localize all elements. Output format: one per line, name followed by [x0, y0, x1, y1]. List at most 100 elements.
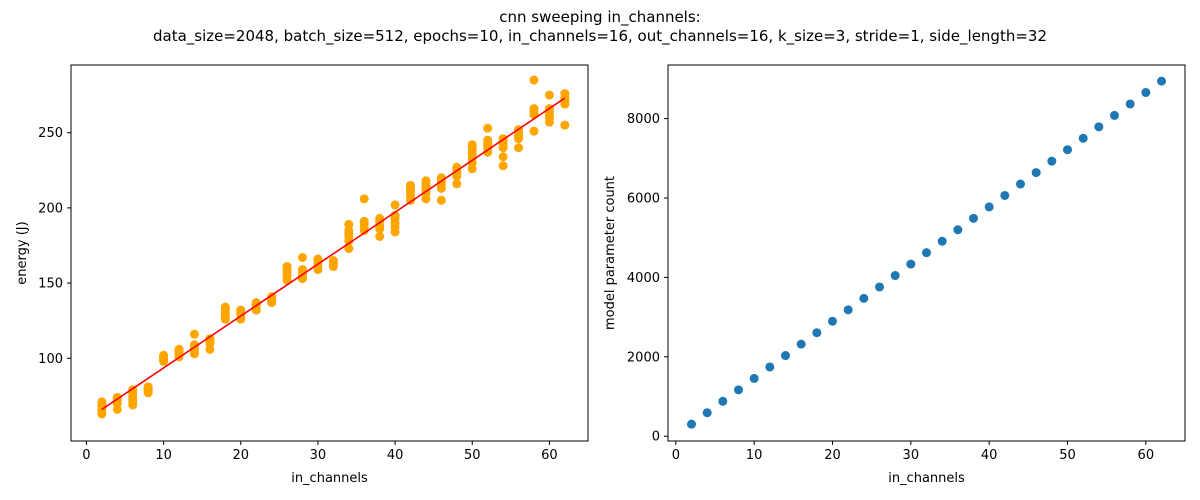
x-tick-label: 30 — [310, 448, 327, 463]
figure-title-line1: cnn sweeping in_channels: — [499, 8, 700, 27]
data-point — [375, 231, 385, 241]
data-point — [922, 248, 931, 258]
data-point — [718, 396, 728, 406]
data-point — [1125, 99, 1135, 109]
x-tick-label: 10 — [746, 448, 763, 463]
data-point — [359, 216, 369, 226]
x-tick-label: 50 — [464, 448, 481, 463]
data-point — [1000, 190, 1010, 200]
data-point — [984, 202, 994, 212]
data-point — [189, 329, 199, 339]
data-point — [1047, 156, 1057, 166]
data-point — [734, 385, 743, 395]
y-axis-label: energy (J) — [15, 221, 30, 284]
data-point — [906, 259, 916, 269]
y-tick-label: 8000 — [627, 112, 660, 127]
data-point — [313, 254, 323, 264]
data-point — [174, 344, 184, 354]
data-point — [344, 243, 354, 253]
data-point — [359, 194, 369, 204]
x-tick-label: 60 — [541, 448, 558, 463]
x-tick-label: 0 — [672, 448, 680, 463]
data-point — [421, 176, 431, 186]
x-axis-label: in_channels — [888, 471, 965, 486]
data-point — [483, 123, 493, 133]
data-point — [937, 236, 947, 246]
data-point — [282, 262, 292, 272]
data-point — [812, 328, 822, 338]
x-tick-label: 50 — [1059, 448, 1076, 463]
data-point — [796, 339, 806, 349]
data-point — [544, 90, 554, 100]
data-point — [467, 140, 477, 150]
data-point — [749, 373, 759, 383]
data-point — [560, 89, 570, 99]
data-point — [687, 419, 696, 429]
data-point — [220, 302, 230, 312]
data-point — [1094, 122, 1104, 132]
y-tick-label: 4000 — [627, 271, 660, 286]
plot-frame — [667, 64, 1186, 442]
y-tick-label: 0 — [652, 430, 660, 445]
x-axis-label: in_channels — [291, 471, 368, 486]
data-point — [189, 340, 199, 350]
data-point — [529, 126, 539, 136]
x-tick-label: 20 — [824, 448, 841, 463]
energy-scatter-plot: 0 10 20 30 40 50 60 100 150 200 250 in_channels ener… — [15, 64, 589, 486]
data-point — [1031, 168, 1041, 178]
data-point — [1016, 179, 1025, 189]
data-point — [843, 305, 853, 315]
data-point — [498, 152, 508, 162]
data-point — [159, 350, 169, 360]
data-point — [969, 213, 978, 223]
data-point — [328, 256, 338, 266]
parameter-count-scatter-plot: 0 10 20 30 40 50 60 0 2000 4000 6000 8000 in_channel… — [603, 64, 1186, 486]
y-axis-label: model parameter count — [603, 176, 618, 330]
x-tick-label: 0 — [82, 448, 90, 463]
figure-title-line2: data_size=2048, batch_size=512, epochs=1… — [153, 27, 1047, 46]
data-point — [297, 253, 307, 263]
data-point — [97, 397, 107, 407]
data-point — [483, 135, 493, 145]
data-point — [765, 362, 775, 372]
data-point — [875, 282, 884, 292]
data-point — [560, 120, 570, 130]
data-point — [514, 143, 524, 153]
data-point — [390, 200, 400, 210]
fit-line — [101, 97, 566, 411]
data-point — [1078, 133, 1088, 143]
y-tick-label: 6000 — [627, 192, 660, 207]
x-tick-label: 40 — [387, 448, 404, 463]
data-point — [781, 351, 790, 361]
data-point — [406, 180, 416, 190]
x-tick-label: 60 — [1138, 448, 1155, 463]
x-tick-label: 30 — [903, 448, 920, 463]
y-tick-label: 250 — [38, 126, 63, 141]
y-tick-label: 100 — [38, 352, 63, 367]
plot-frame — [70, 64, 589, 442]
data-point — [1141, 88, 1151, 98]
data-point — [1063, 145, 1072, 155]
data-point — [436, 195, 446, 205]
y-tick-label: 200 — [38, 201, 63, 216]
y-tick-label: 150 — [38, 277, 63, 292]
data-point — [297, 265, 307, 275]
data-point — [859, 293, 869, 303]
data-point — [828, 316, 837, 326]
data-point — [236, 305, 246, 315]
data-point — [205, 334, 215, 344]
data-point — [143, 382, 153, 392]
data-point — [344, 219, 354, 229]
x-tick-label: 40 — [981, 448, 998, 463]
data-point — [498, 161, 508, 171]
data-point — [529, 104, 539, 114]
data-point — [953, 225, 963, 235]
x-tick-label: 10 — [155, 448, 172, 463]
data-point — [375, 213, 385, 223]
data-point — [1157, 76, 1166, 86]
data-point — [702, 408, 712, 418]
x-tick-label: 20 — [232, 448, 249, 463]
data-point — [529, 75, 539, 85]
data-point — [452, 179, 462, 189]
